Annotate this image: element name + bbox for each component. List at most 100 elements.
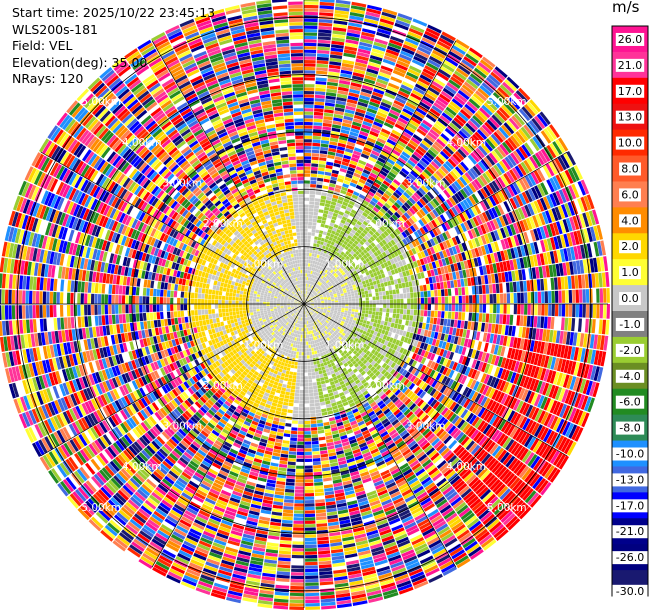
velocity-gate: [512, 150, 523, 163]
velocity-gate: [313, 271, 317, 275]
velocity-gate: [321, 267, 325, 272]
velocity-gate: [327, 288, 332, 292]
velocity-gate: [334, 206, 341, 211]
velocity-gate: [349, 245, 355, 251]
velocity-gate: [351, 311, 355, 315]
velocity-gate: [480, 159, 490, 170]
velocity-gate: [450, 218, 457, 227]
velocity-gate: [316, 378, 321, 382]
velocity-gate: [304, 146, 312, 150]
velocity-gate: [443, 109, 455, 119]
velocity-gate: [359, 38, 374, 45]
velocity-gate: [304, 297, 306, 301]
velocity-gate: [328, 148, 337, 153]
velocity-gate: [353, 289, 358, 294]
velocity-gate: [330, 176, 338, 181]
velocity-gate: [458, 295, 462, 304]
velocity-gate: [321, 192, 328, 197]
velocity-gate: [386, 158, 396, 166]
velocity-gate: [304, 132, 313, 136]
velocity-gate: [334, 279, 339, 284]
velocity-gate: [495, 129, 507, 141]
velocity-gate: [405, 101, 417, 110]
velocity-gate: [318, 19, 333, 24]
velocity-gate: [343, 253, 348, 258]
velocity-gate: [306, 298, 309, 302]
velocity-gate: [314, 261, 318, 265]
velocity-gate: [536, 316, 541, 328]
velocity-gate: [307, 235, 311, 239]
velocity-gate: [488, 136, 499, 148]
velocity-gate: [306, 299, 309, 302]
velocity-gate: [316, 516, 327, 521]
velocity-gate: [342, 280, 347, 284]
velocity-gate: [308, 259, 311, 264]
velocity-gate: [434, 207, 442, 216]
velocity-gate: [348, 308, 352, 312]
velocity-gate: [354, 265, 359, 270]
velocity-gate: [319, 153, 327, 158]
velocity-gate: [308, 379, 313, 383]
velocity-gate: [317, 277, 321, 281]
velocity-gate: [387, 45, 401, 53]
velocity-gate: [342, 201, 349, 207]
velocity-gate: [413, 231, 420, 239]
velocity-gate: [324, 102, 335, 107]
velocity-gate: [310, 285, 313, 289]
velocity-gate: [344, 46, 358, 52]
velocity-gate: [306, 294, 308, 298]
velocity-gate: [428, 221, 435, 230]
velocity-gate: [313, 275, 317, 279]
velocity-gate: [312, 142, 321, 147]
velocity-gate: [446, 319, 451, 327]
velocity-gate: [311, 281, 314, 286]
velocity-gate: [424, 204, 432, 213]
velocity-gate: [503, 187, 512, 199]
velocity-gate: [315, 257, 319, 262]
velocity-gate: [475, 64, 490, 76]
velocity-gate: [328, 282, 332, 286]
velocity-gate: [483, 186, 491, 197]
velocity-gate: [389, 232, 396, 239]
velocity-gate: [318, 564, 332, 569]
velocity-gate: [426, 89, 438, 99]
velocity-gate: [328, 259, 332, 264]
velocity-gate: [313, 215, 318, 219]
velocity-gate: [362, 249, 368, 254]
velocity-gate: [312, 218, 318, 223]
velocity-gate: [349, 85, 361, 91]
velocity-gate: [448, 197, 457, 206]
velocity-gate: [468, 98, 481, 109]
velocity-gate: [406, 309, 411, 315]
velocity-gate: [409, 315, 414, 321]
velocity-gate: [378, 134, 388, 142]
velocity-gate: [406, 287, 410, 293]
velocity-gate: [497, 86, 510, 99]
velocity-gate: [355, 184, 363, 191]
velocity-gate: [400, 324, 405, 331]
velocity-gate: [354, 203, 361, 209]
velocity-gate: [333, 278, 337, 282]
velocity-gate: [319, 1, 335, 7]
velocity-gate: [312, 290, 315, 294]
velocity-gate: [359, 94, 370, 101]
velocity-gate: [311, 156, 319, 161]
velocity-gate: [567, 276, 572, 289]
velocity-gate: [359, 130, 369, 137]
velocity-gate: [530, 171, 540, 185]
velocity-gate: [346, 32, 360, 38]
velocity-gate: [410, 170, 419, 179]
velocity-gate: [334, 255, 338, 260]
velocity-gate: [397, 56, 411, 65]
velocity-gate: [523, 103, 536, 117]
velocity-gate: [321, 220, 326, 225]
velocity-gate: [313, 464, 322, 469]
velocity-gate: [485, 138, 496, 150]
velocity-gate: [317, 46, 330, 51]
velocity-gate: [539, 111, 551, 125]
velocity-gate: [353, 240, 359, 245]
velocity-gate: [348, 22, 363, 28]
velocity-gate: [320, 143, 329, 148]
velocity-gate: [314, 279, 318, 284]
velocity-gate: [306, 283, 309, 288]
